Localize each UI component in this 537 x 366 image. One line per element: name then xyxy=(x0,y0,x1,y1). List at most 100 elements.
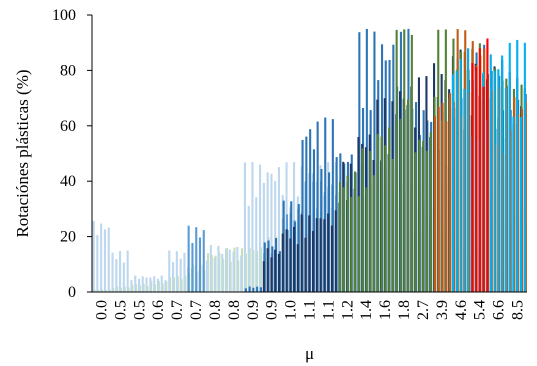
bar xyxy=(111,252,114,292)
bar xyxy=(407,99,410,292)
bar xyxy=(96,235,99,292)
y-tick-label: 20 xyxy=(60,229,76,246)
bar xyxy=(134,275,137,292)
bar xyxy=(455,70,458,292)
x-tick-label: 1.0 xyxy=(283,300,300,320)
bar xyxy=(266,172,269,292)
bar xyxy=(403,29,406,293)
bar xyxy=(391,158,394,292)
bar xyxy=(206,260,209,292)
x-tick-label: 1.2 xyxy=(339,300,356,320)
bar xyxy=(228,249,231,292)
bar xyxy=(156,278,159,292)
bar xyxy=(429,132,432,292)
bar xyxy=(248,286,251,292)
bar xyxy=(187,225,190,292)
bar xyxy=(160,275,163,292)
bar xyxy=(414,152,417,292)
bar xyxy=(312,231,315,292)
bar xyxy=(202,230,205,292)
bar xyxy=(350,196,353,292)
bar xyxy=(153,276,156,292)
bar xyxy=(410,34,413,293)
x-axis-label: μ xyxy=(305,344,314,363)
bar xyxy=(312,149,315,292)
bar xyxy=(168,250,171,292)
y-tick-label: 60 xyxy=(60,118,76,135)
bar xyxy=(471,63,474,292)
bar xyxy=(141,276,144,292)
x-tick-label: 3.9 xyxy=(434,300,451,320)
bar xyxy=(281,233,284,292)
bar xyxy=(451,74,454,292)
x-tick-label: 0.0 xyxy=(94,300,111,320)
bar xyxy=(475,67,478,292)
bar xyxy=(308,215,311,292)
bar xyxy=(259,287,262,292)
bar xyxy=(327,213,330,292)
bar xyxy=(493,70,496,292)
bar xyxy=(244,288,247,292)
bar xyxy=(270,257,273,292)
bar xyxy=(266,248,269,292)
bar xyxy=(255,197,258,292)
x-tick-label: 0.6 xyxy=(150,300,167,320)
bar xyxy=(433,116,436,292)
bar xyxy=(262,261,265,292)
axes xyxy=(87,14,527,293)
bar xyxy=(315,218,318,292)
bar xyxy=(252,287,255,292)
bar xyxy=(195,227,198,292)
bar xyxy=(478,48,481,293)
bar xyxy=(300,214,303,292)
bar xyxy=(338,182,341,292)
bar xyxy=(296,244,299,292)
bar xyxy=(324,117,327,292)
bar xyxy=(293,226,296,292)
bar xyxy=(516,39,519,293)
bar xyxy=(107,227,110,292)
bar xyxy=(221,254,224,292)
bar xyxy=(138,278,141,292)
x-tick-label: 1.4 xyxy=(358,300,375,320)
bar xyxy=(274,181,277,292)
bar xyxy=(365,187,368,292)
bar xyxy=(512,116,515,292)
bar xyxy=(508,42,511,293)
bar xyxy=(145,277,148,292)
bar xyxy=(183,252,186,292)
x-tick-label: 0.9 xyxy=(264,300,281,320)
bar xyxy=(100,223,103,292)
bar xyxy=(422,140,425,292)
bar xyxy=(149,277,152,292)
bar xyxy=(388,127,391,292)
bar xyxy=(501,55,504,292)
bar xyxy=(179,258,182,292)
bar xyxy=(209,245,212,292)
bar xyxy=(459,58,462,293)
bar xyxy=(331,119,334,292)
bar xyxy=(437,106,440,293)
y-tick-labels: 0 20 40 60 80 100 xyxy=(52,7,76,301)
bar xyxy=(523,42,526,292)
bar xyxy=(251,162,254,292)
bar xyxy=(115,259,118,292)
bar xyxy=(489,54,492,293)
bar xyxy=(119,251,122,292)
x-tick-labels: 0.0 0.5 0.5 0.6 0.7 0.7 0.8 0.8 0.9 0.9 1.0 1.1 1.1 1… xyxy=(94,300,527,320)
bar xyxy=(357,196,360,292)
bar xyxy=(369,151,372,292)
bar xyxy=(217,245,220,292)
bar xyxy=(425,150,428,292)
bar xyxy=(289,238,292,292)
bar xyxy=(232,251,235,292)
bar xyxy=(270,173,273,292)
x-tick-label: 0.7 xyxy=(188,300,205,320)
bar xyxy=(445,121,448,292)
bar xyxy=(504,87,507,293)
bar xyxy=(172,262,175,292)
bar xyxy=(198,237,201,292)
bar xyxy=(277,167,280,292)
bar xyxy=(334,210,337,292)
